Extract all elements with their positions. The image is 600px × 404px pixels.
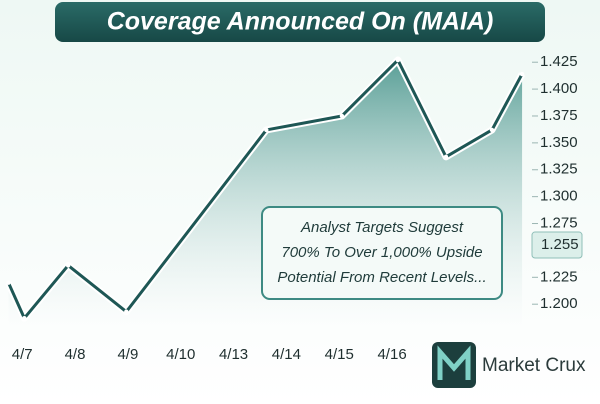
point xyxy=(443,154,449,160)
point xyxy=(489,127,495,133)
y-tick-label: 1.400 xyxy=(540,80,578,97)
y-tick-label: 1.325 xyxy=(540,161,578,178)
point xyxy=(6,280,11,285)
y-tick-label: 1.225 xyxy=(540,268,578,285)
y-tick-label: 1.425 xyxy=(540,53,578,70)
annotation-line: 700% To Over 1,000% Upside xyxy=(281,244,482,261)
annotation-line: Potential From Recent Levels... xyxy=(277,269,486,286)
y-tick-label: 1.350 xyxy=(540,134,578,151)
y-tick-label: 1.200 xyxy=(540,295,578,312)
chart-title: Coverage Announced On (MAIA) xyxy=(107,8,494,36)
y-tick-label: 1.300 xyxy=(540,188,578,205)
point xyxy=(22,315,27,321)
x-tick-label: 4/14 xyxy=(272,346,301,363)
logo: Market Crux xyxy=(432,342,586,388)
line xyxy=(7,58,524,320)
annotation-line: Analyst Targets Suggest xyxy=(300,219,464,236)
y-tick-label: 1.375 xyxy=(540,107,578,124)
annotation-box xyxy=(261,206,503,300)
last-price-box xyxy=(531,231,583,259)
point xyxy=(264,127,269,133)
brand: Market Crux xyxy=(482,355,586,376)
x-tick-label: 4/7 xyxy=(12,346,33,363)
last-price-label: 1.255 xyxy=(541,236,579,253)
x-tick-label: 4/8 xyxy=(65,346,86,363)
point xyxy=(65,263,71,268)
x-tick-label: 4/13 xyxy=(219,346,248,363)
x-tick-label: 4/15 xyxy=(325,346,354,363)
logo-glyph xyxy=(437,345,471,380)
x-tick-label: 4/9 xyxy=(117,346,138,363)
x-tick-label: 4/10 xyxy=(166,346,195,363)
point xyxy=(395,57,401,63)
title-bar xyxy=(55,2,545,42)
x-tick-label: 4/16 xyxy=(377,346,406,363)
point xyxy=(339,113,345,119)
point xyxy=(519,71,525,77)
y-tick-label: 1.275 xyxy=(540,214,578,231)
point xyxy=(124,309,129,314)
